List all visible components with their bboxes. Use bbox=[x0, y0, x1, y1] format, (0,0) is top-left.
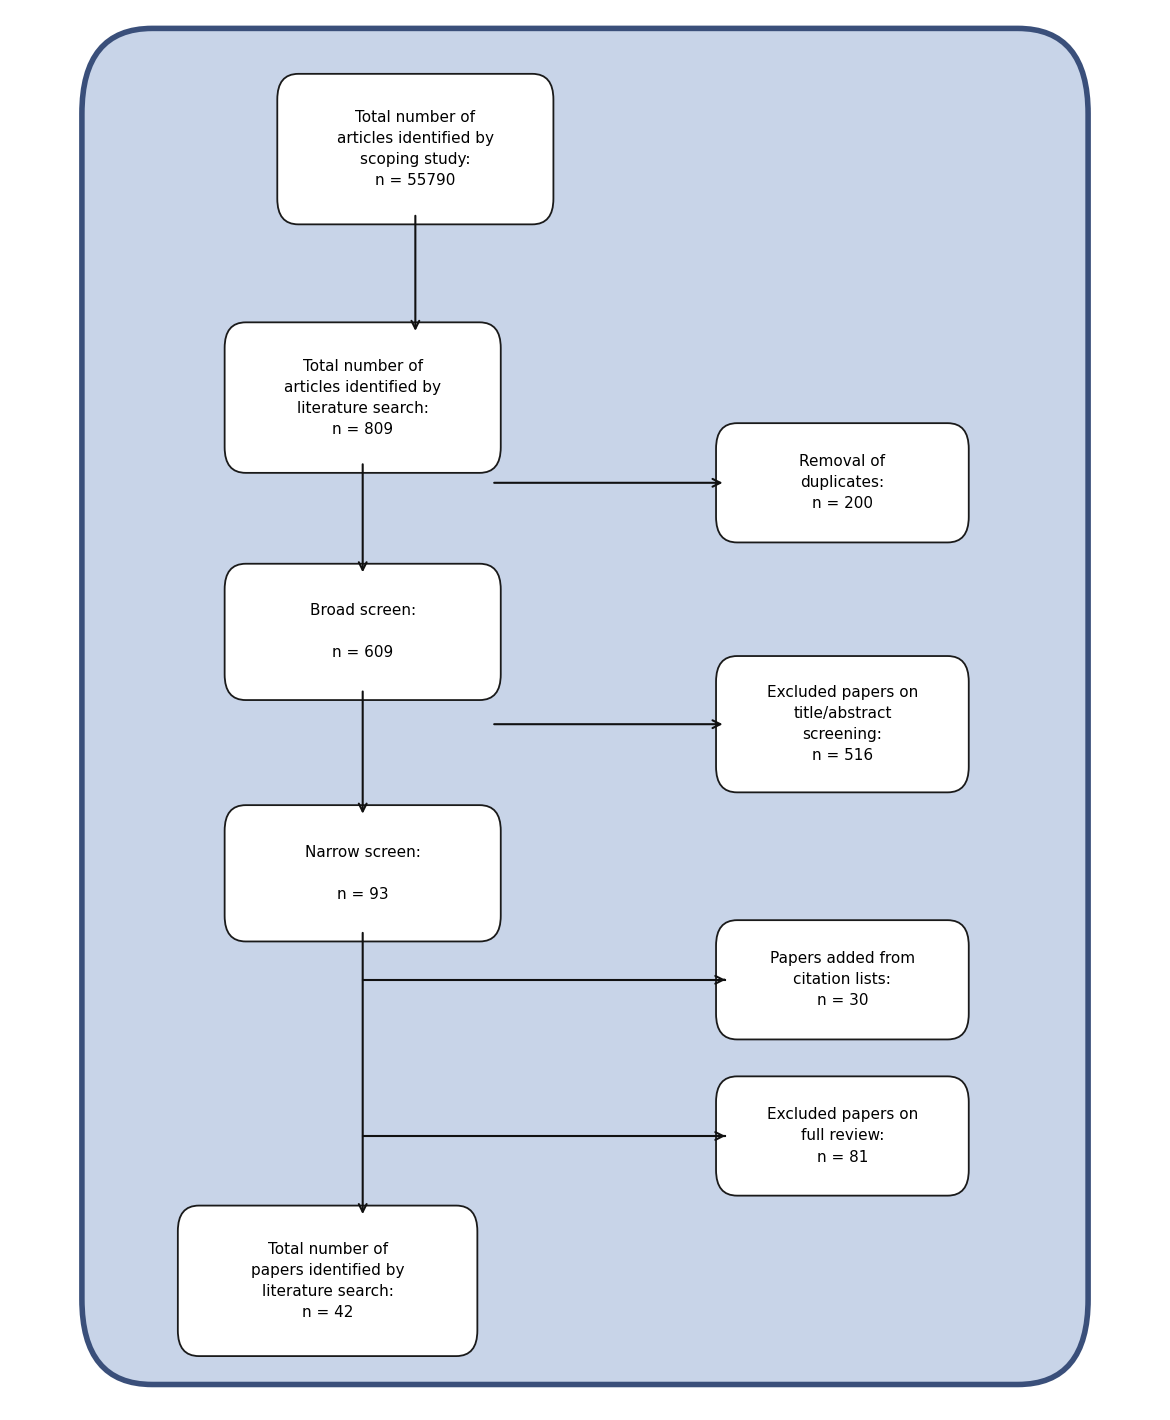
FancyBboxPatch shape bbox=[225, 322, 501, 473]
Text: Narrow screen:

n = 93: Narrow screen: n = 93 bbox=[304, 845, 421, 902]
Text: Removal of
duplicates:
n = 200: Removal of duplicates: n = 200 bbox=[799, 454, 886, 511]
Text: Excluded papers on
full review:
n = 81: Excluded papers on full review: n = 81 bbox=[766, 1108, 918, 1164]
Text: Excluded papers on
title/abstract
screening:
n = 516: Excluded papers on title/abstract screen… bbox=[766, 686, 918, 763]
FancyBboxPatch shape bbox=[225, 805, 501, 941]
FancyBboxPatch shape bbox=[716, 656, 969, 792]
Text: Papers added from
citation lists:
n = 30: Papers added from citation lists: n = 30 bbox=[770, 951, 915, 1008]
FancyBboxPatch shape bbox=[277, 74, 553, 224]
FancyBboxPatch shape bbox=[716, 1076, 969, 1196]
Text: Broad screen:

n = 609: Broad screen: n = 609 bbox=[310, 604, 415, 660]
FancyBboxPatch shape bbox=[716, 423, 969, 542]
FancyBboxPatch shape bbox=[82, 28, 1088, 1384]
Text: Total number of
papers identified by
literature search:
n = 42: Total number of papers identified by lit… bbox=[250, 1242, 405, 1319]
FancyBboxPatch shape bbox=[225, 564, 501, 700]
FancyBboxPatch shape bbox=[716, 920, 969, 1039]
Text: Total number of
articles identified by
scoping study:
n = 55790: Total number of articles identified by s… bbox=[337, 111, 494, 187]
FancyBboxPatch shape bbox=[178, 1206, 477, 1356]
Text: Total number of
articles identified by
literature search:
n = 809: Total number of articles identified by l… bbox=[284, 359, 441, 436]
